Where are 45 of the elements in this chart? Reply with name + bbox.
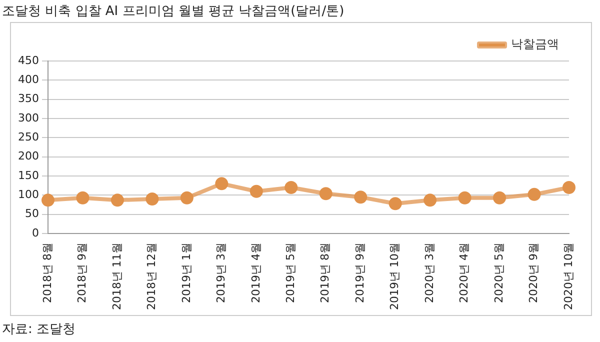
point xyxy=(424,194,437,207)
x-tick-label: 2019년 5월 xyxy=(284,242,297,304)
x-tick-label: 2019년 8월 xyxy=(318,242,332,304)
y-tick-label: 400 xyxy=(18,73,39,86)
point xyxy=(146,192,159,206)
point xyxy=(41,194,54,207)
y-tick-label: 50 xyxy=(24,207,39,220)
y-tick-label: 0 xyxy=(32,226,39,240)
point xyxy=(388,197,402,210)
point xyxy=(110,194,124,207)
y-tick-label: 250 xyxy=(18,130,39,144)
x-tick-label: 2020년 4월 xyxy=(458,242,471,304)
x-tick-label: 2020년 5월 xyxy=(492,242,506,304)
x-tick-label: 2019년 10월 xyxy=(388,242,402,310)
x-tick-label: 2019년 4월 xyxy=(249,242,262,304)
x-tick-label: 2018년 11월 xyxy=(110,242,124,310)
y-tick-label: 150 xyxy=(18,168,39,182)
point xyxy=(458,191,472,204)
chart-title: 조달청 비축 입찰 AI 프리미엄 월별 평균 낙찰금액(달러/톤) xyxy=(2,3,344,20)
x-tick-label: 2020년 3월 xyxy=(422,242,436,304)
point xyxy=(493,191,506,204)
y-tick-label: 450 xyxy=(18,54,39,67)
y-tick-label: 200 xyxy=(18,150,39,163)
x-tick-label: 2019년 3월 xyxy=(214,242,228,304)
text: 자료: 조달청 xyxy=(2,321,76,338)
legend-label: 낙찰금액 xyxy=(511,37,559,52)
point xyxy=(284,181,298,194)
point xyxy=(354,190,368,204)
point xyxy=(319,187,332,200)
point xyxy=(180,191,194,204)
x-tick-label: 2018년 8월 xyxy=(40,242,54,304)
point xyxy=(562,181,576,194)
x-tick-label: 2020년 9월 xyxy=(527,242,540,304)
x-tick-label: 2018년 9월 xyxy=(76,242,89,304)
x-tick-label: 2018년 12월 xyxy=(145,242,158,310)
y-tick-label: 350 xyxy=(18,92,39,106)
x-tick-label: 2020년 10월 xyxy=(562,242,575,310)
x-tick-label: 2019년 9월 xyxy=(353,242,366,304)
point xyxy=(76,191,90,204)
y-tick-label: 100 xyxy=(18,188,39,202)
point xyxy=(250,184,263,198)
point xyxy=(528,188,541,201)
y-tick-label: 300 xyxy=(18,111,39,124)
x-tick-label: 2019년 1월 xyxy=(180,242,193,304)
point xyxy=(215,177,228,190)
